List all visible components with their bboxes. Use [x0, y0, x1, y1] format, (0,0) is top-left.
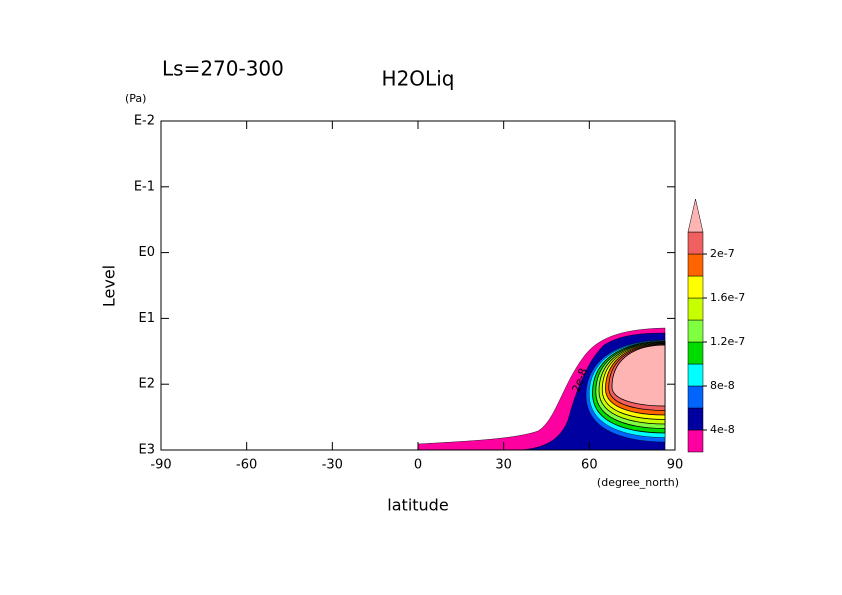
colorbar-segment	[687, 407, 704, 431]
colorbar-segment	[687, 341, 704, 365]
x-tick-label: 90	[667, 458, 684, 473]
x-tick-label: -30	[322, 458, 343, 473]
y-axis-label: Level	[100, 265, 119, 307]
x-tick-label: -60	[236, 458, 257, 473]
y-tick-label: E1	[139, 311, 156, 326]
colorbar-segment	[687, 297, 704, 321]
x-tick-label: 60	[581, 458, 598, 473]
contour-fill	[611, 344, 666, 407]
x-tick-label: 0	[414, 458, 422, 473]
colorbar-segment	[687, 429, 704, 453]
y-tick-label: E0	[139, 245, 156, 260]
y-unit: (Pa)	[125, 92, 146, 105]
contour-fills	[417, 327, 666, 450]
y-tick-label: E2	[139, 377, 156, 392]
y-tick-label: E-2	[134, 114, 155, 129]
annotation: Ls=270-300	[162, 57, 284, 81]
colorbar-segment	[687, 275, 704, 299]
y-tick-label: E3	[139, 443, 156, 458]
colorbar-segment	[687, 363, 704, 387]
colorbar-segment	[687, 253, 704, 277]
colorbar-extension	[687, 198, 704, 233]
colorbar-segment	[687, 385, 704, 409]
colorbar-tick-label: 4e-8	[710, 423, 735, 436]
colorbar-segment	[687, 231, 704, 255]
colorbar-tick-label: 2e-7	[710, 247, 735, 260]
x-axis-label: latitude	[387, 496, 448, 515]
chart-title: H2OLiq	[382, 67, 455, 91]
y-tick-label: E-1	[134, 179, 155, 194]
x-tick-label: -90	[150, 458, 171, 473]
x-unit: (degree_north)	[597, 476, 679, 489]
colorbar-tick-label: 1.2e-7	[710, 335, 745, 348]
colorbar-tick-label: 1.6e-7	[710, 291, 745, 304]
x-tick-label: 30	[495, 458, 512, 473]
colorbar-tick-label: 8e-8	[710, 379, 735, 392]
colorbar-segment	[687, 319, 704, 343]
